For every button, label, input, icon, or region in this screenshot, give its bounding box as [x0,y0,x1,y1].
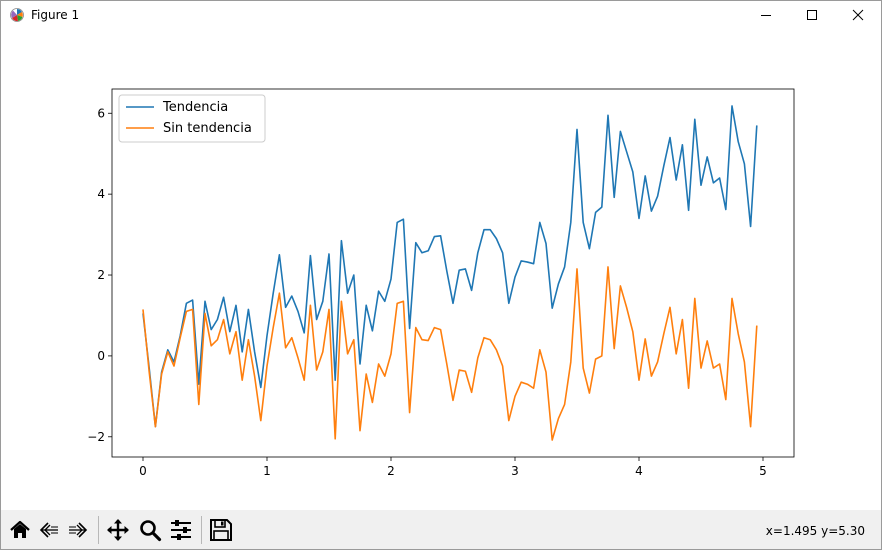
x-tick-label: 1 [263,464,271,478]
zoom-icon [140,520,162,542]
forward-icon [69,522,88,538]
x-tick-label: 5 [759,464,767,478]
x-tick-label: 0 [139,464,147,478]
title-bar: Figure 1 [1,1,881,29]
save-icon [210,519,232,541]
matplotlib-logo-icon [9,7,25,23]
plot-area [112,89,794,457]
x-tick-label: 3 [511,464,519,478]
close-icon [852,9,864,21]
pan-icon [107,519,129,541]
pan-button[interactable] [105,517,131,543]
y-tick-label: 0 [97,349,105,363]
navigation-toolbar: x=1.495 y=5.30 [1,510,881,549]
legend [118,94,266,143]
y-tick-label: 6 [97,106,105,120]
axes-frame [111,88,795,458]
series-line-1 [142,105,758,428]
window-title: Figure 1 [31,8,80,22]
home-button[interactable] [7,517,33,543]
minimize-button[interactable] [743,1,789,29]
back-icon [39,522,58,538]
legend-label: Tendencia [162,100,228,115]
toolbar-separator [98,516,99,544]
configure-subplots-icon [171,520,191,540]
maximize-icon [807,10,817,20]
home-icon [10,520,30,538]
toolbar-separator [201,516,202,544]
x-tick-label: 2 [387,464,395,478]
cursor-coordinates: x=1.495 y=5.30 [765,524,865,538]
configure-subplots-button[interactable] [168,517,194,543]
series-line-2 [142,266,758,441]
y-tick-label: −2 [87,430,105,444]
figure-canvas[interactable]: 0 1 2 3 4 5 −2 0 2 4 6 Tendencia Sin tendencia [1,29,881,510]
y-tick-label: 2 [97,268,105,282]
back-button[interactable] [36,517,62,543]
save-button[interactable] [208,517,234,543]
y-tick-label: 4 [97,187,105,201]
maximize-button[interactable] [789,1,835,29]
minimize-icon [761,15,771,16]
forward-button[interactable] [65,517,91,543]
line-chart: 0 1 2 3 4 5 −2 0 2 4 6 Tendencia Sin tendencia [87,88,795,478]
legend-label: Sin tendencia [163,121,252,136]
x-tick-label: 4 [635,464,643,478]
close-button[interactable] [835,1,881,29]
zoom-button[interactable] [137,517,163,543]
